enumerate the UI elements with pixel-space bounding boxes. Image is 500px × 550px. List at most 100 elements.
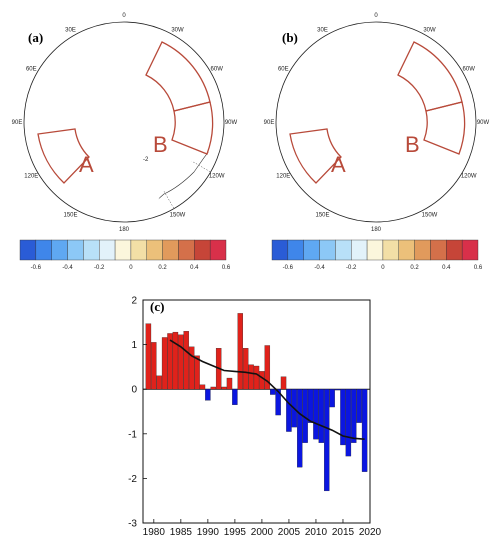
lon-label-b-3: 90W <box>477 120 490 126</box>
colorbar-cell-a-5 <box>99 239 116 261</box>
ytick-label--1: -1 <box>128 429 137 440</box>
colorbar-cell-b-5 <box>351 239 368 261</box>
bar-1998 <box>248 364 254 390</box>
bar-1986 <box>183 331 189 390</box>
map-panel-a: A B -2 (a) <box>23 21 225 223</box>
bar-1983 <box>167 333 173 390</box>
bar-1981 <box>156 375 162 390</box>
lon-label-a-2: 60W <box>211 67 224 73</box>
bar-1987 <box>188 346 195 390</box>
colorbar-cell-a-7 <box>130 239 147 261</box>
bar-1980 <box>151 342 157 390</box>
colorbar-label-b-0: -0.6 <box>283 265 294 271</box>
lon-label-a-3: 90W <box>225 120 238 126</box>
bar-1979 <box>145 323 152 390</box>
lon-label-a-1: 30W <box>171 27 184 33</box>
colorbar-cell-a-9 <box>162 239 179 261</box>
colorbar-cell-b-3 <box>319 239 336 261</box>
colorbar-label-a-4: 0.2 <box>158 265 167 271</box>
bar-2001 <box>264 345 271 390</box>
xtick-label-1980: 1980 <box>143 527 166 538</box>
colorbar-label-a-0: -0.6 <box>31 265 42 271</box>
bar-2014 <box>334 389 341 391</box>
xtick-label-2000: 2000 <box>251 527 274 538</box>
region-label-a-b: A <box>331 152 346 177</box>
colorbar-label-a-5: 0.4 <box>190 265 199 271</box>
lon-label-a-7: 150E <box>63 213 77 219</box>
region-label-b: B <box>153 132 168 157</box>
bar-1985 <box>178 334 184 390</box>
bar-2019 <box>361 389 368 472</box>
region-label-a: A <box>79 152 94 177</box>
colorbar-label-a-6: 0.6 <box>222 265 231 271</box>
colorbar-label-a-1: -0.4 <box>62 265 73 271</box>
colorbar-cell-b-2 <box>303 239 320 261</box>
colorbar-label-b-6: 0.6 <box>474 265 483 271</box>
colorbar-label-b-1: -0.4 <box>314 265 325 271</box>
lon-label-b-6: 180 <box>371 227 382 233</box>
bar-2007 <box>297 389 303 468</box>
lon-label-b-4: 120W <box>461 174 477 180</box>
longitude-labels: 0 30W 60W 90W 120W 150W 180 150E 120E 90E 60E 30E 0 3… <box>12 13 490 233</box>
colorbar-cell-b-0 <box>271 239 289 261</box>
colorbar-cell-b-1 <box>287 239 304 261</box>
region-label-b-b: B <box>405 132 420 157</box>
colorbar-cell-a-0 <box>19 239 37 261</box>
bar-1996 <box>237 313 244 390</box>
xtick-label-2005: 2005 <box>278 527 301 538</box>
panel-label-c: (c) <box>150 299 164 314</box>
ytick-label-2: 2 <box>131 296 137 307</box>
lon-label-b-7: 150E <box>315 213 329 219</box>
colorbar-cell-b-10 <box>430 239 447 261</box>
colorbar-cell-a-4 <box>83 239 100 261</box>
ytick-label--3: -3 <box>128 519 137 530</box>
bar-1997 <box>242 348 249 390</box>
colorbar-cell-a-11 <box>194 239 211 261</box>
lon-label-b-9: 90E <box>264 120 275 126</box>
lon-label-b-5: 150W <box>422 213 438 219</box>
bar-1999 <box>253 365 260 390</box>
colorbar-cell-a-8 <box>146 239 163 261</box>
smoothed-line <box>169 339 365 440</box>
colorbar-label-b-4: 0.2 <box>410 265 419 271</box>
colorbar-cell-b-11 <box>446 239 463 261</box>
colorbar-label-b-5: 0.4 <box>442 265 451 271</box>
xtick-label-2015: 2015 <box>332 527 355 538</box>
bar-2010 <box>313 389 319 440</box>
colorbar-cell-a-3 <box>67 239 84 261</box>
lon-label-a-4: 120W <box>209 174 225 180</box>
bar-1991 <box>210 386 216 390</box>
colorbar-cell-a-6 <box>114 239 132 261</box>
colorbar-cell-b-8 <box>398 239 415 261</box>
lon-label-b-2: 60W <box>463 67 476 73</box>
xtick-label-1990: 1990 <box>197 527 220 538</box>
lon-label-a-6: 180 <box>119 227 130 233</box>
lon-label-a-11: 30E <box>65 27 76 33</box>
chart-frame <box>142 299 371 524</box>
colorbar-cell-b-6 <box>366 239 384 261</box>
bar-1982 <box>161 337 168 390</box>
colorbar-label-a-3: 0 <box>129 265 133 271</box>
bar-2003 <box>275 389 281 416</box>
xtick-label-2020: 2020 <box>359 527 382 538</box>
bar-2005 <box>286 389 292 432</box>
bar-2017 <box>351 389 357 443</box>
bar-1990 <box>205 389 211 401</box>
bar-1989 <box>199 384 206 390</box>
bar-1993 <box>221 386 227 390</box>
bar-2000 <box>259 371 265 390</box>
bar-2002 <box>269 389 276 395</box>
bar-1994 <box>226 377 233 390</box>
bar-2013 <box>329 389 335 408</box>
bar-2009 <box>307 389 314 423</box>
colorbar-cell-b-4 <box>335 239 352 261</box>
colorbar-cell-b-7 <box>382 239 399 261</box>
ytick-label--2: -2 <box>128 474 137 485</box>
lon-label-a-9: 90E <box>12 120 23 126</box>
panel-label-b: (b) <box>282 30 298 45</box>
colorbar-cell-a-1 <box>35 239 52 261</box>
colorbar-cell-a-12 <box>209 239 227 261</box>
contour-label: -2 <box>143 157 149 163</box>
bar-2012 <box>324 389 330 492</box>
